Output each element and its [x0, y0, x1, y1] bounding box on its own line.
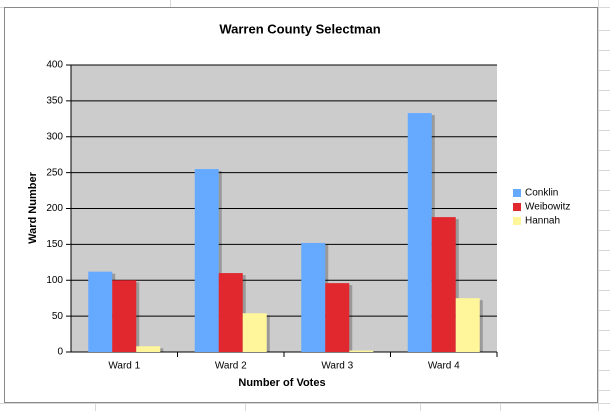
y-tick-label: 100	[46, 275, 63, 286]
bar	[349, 350, 374, 352]
bar	[242, 313, 267, 352]
y-tick-label: 150	[46, 239, 63, 250]
legend-label: Hannah	[525, 216, 560, 227]
x-axis-title: Number of Votes	[238, 377, 325, 389]
y-tick-label: 0	[57, 347, 63, 358]
legend-swatch	[513, 217, 521, 225]
y-tick-label: 250	[46, 167, 63, 178]
x-tick-label: Ward 4	[428, 361, 460, 372]
legend-swatch	[513, 189, 521, 197]
bar	[88, 271, 113, 352]
bar	[325, 283, 350, 352]
bar	[301, 242, 326, 352]
legend-label: Weibowitz	[525, 202, 570, 213]
y-tick-label: 400	[46, 60, 63, 71]
y-tick-label: 50	[52, 311, 64, 322]
legend-label: Conklin	[525, 188, 558, 199]
bar	[218, 273, 243, 352]
bar	[194, 169, 219, 352]
x-tick-label: Ward 2	[215, 361, 247, 372]
x-tick-label: Ward 3	[321, 361, 353, 372]
bar	[431, 217, 456, 352]
y-axis-title: Ward Number	[27, 171, 39, 243]
bar	[407, 113, 432, 352]
y-tick-label: 350	[46, 96, 63, 107]
bar	[136, 346, 161, 352]
y-tick-label: 300	[46, 131, 63, 142]
bar	[112, 280, 137, 352]
chart-title: Warren County Selectman	[219, 21, 380, 36]
y-tick-label: 200	[46, 203, 63, 214]
legend-swatch	[513, 203, 521, 211]
x-tick-label: Ward 1	[108, 361, 140, 372]
bar	[455, 298, 480, 352]
